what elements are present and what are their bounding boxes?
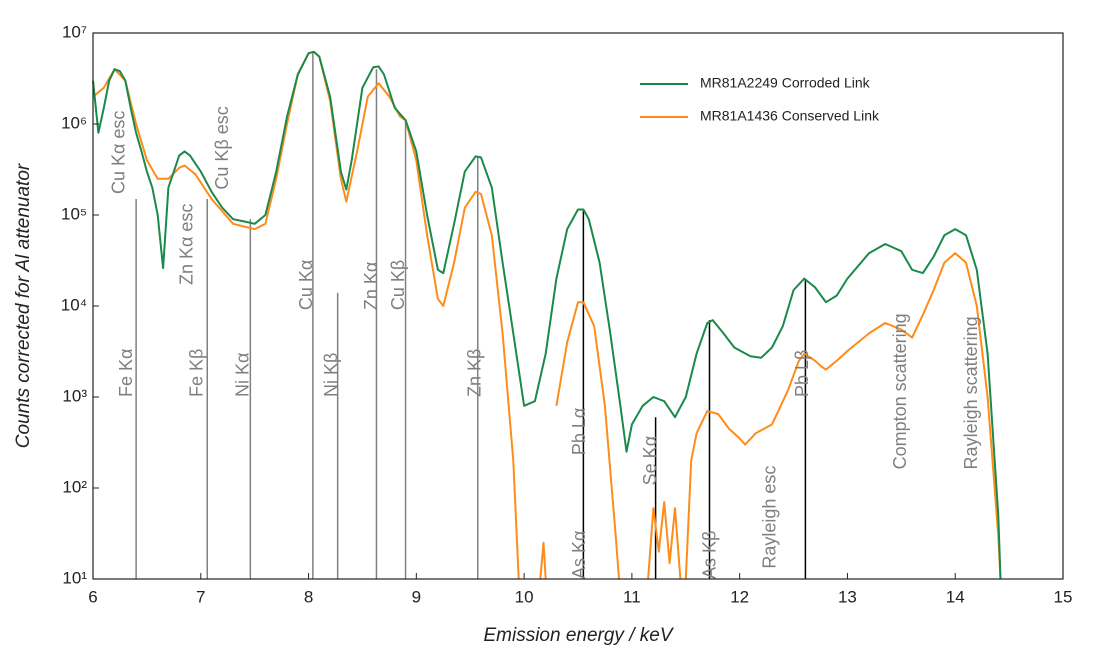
x-tick-label: 10 [515, 587, 534, 606]
annotation: Cu Kα [296, 260, 316, 310]
annotation: Pb Lβ [792, 350, 812, 397]
legend-label: MR81A2249 Corroded Link [700, 75, 871, 91]
annotation: Zn Kα [361, 262, 381, 310]
y-tick-label: 10² [62, 477, 87, 496]
x-axis-title: Emission energy / keV [483, 625, 674, 646]
annotation: Cu Kβ esc [212, 106, 232, 189]
x-tick-label: 13 [838, 587, 857, 606]
x-tick-label: 7 [196, 587, 205, 606]
annotation: As Kβ [699, 531, 719, 579]
annotation: Ni Kβ [321, 353, 341, 397]
x-tick-label: 15 [1054, 587, 1073, 606]
annotation: Zn Kα esc [177, 204, 197, 285]
annotation: Fe Kβ [186, 349, 206, 397]
y-tick-label: 10⁶ [61, 113, 87, 132]
annotation: Fe Kα [116, 349, 136, 397]
annotation: Ni Kα [233, 353, 253, 397]
x-tick-label: 8 [304, 587, 313, 606]
y-tick-label: 10⁴ [61, 295, 87, 314]
legend-label: MR81A1436 Conserved Link [700, 108, 880, 124]
y-axis-title: Counts corrected for Al attenuator [13, 163, 34, 448]
data-line [92, 50, 1002, 580]
y-tick-label: 10¹ [62, 568, 87, 587]
y-tick-label: 10³ [62, 386, 87, 405]
annotation: Zn Kβ [464, 349, 484, 397]
annotation: Compton scattering [890, 313, 910, 469]
x-tick-label: 6 [88, 587, 97, 606]
annotation: As Kα [569, 531, 589, 579]
annotation: Rayleigh esc [760, 466, 780, 569]
annotation: Cu Kα esc [109, 111, 129, 194]
y-tick-label: 10⁷ [62, 22, 87, 41]
x-tick-label: 9 [412, 587, 421, 606]
x-tick-label: 12 [730, 587, 749, 606]
annotation: Se Kα [640, 436, 660, 485]
x-tick-label: 14 [946, 587, 965, 606]
y-tick-label: 10⁵ [61, 204, 87, 223]
annotation: Rayleigh scattering [961, 316, 981, 469]
annotation: Cu Kβ [388, 260, 408, 310]
annotation: Pb Lα [569, 408, 589, 455]
x-tick-label: 11 [623, 587, 641, 606]
